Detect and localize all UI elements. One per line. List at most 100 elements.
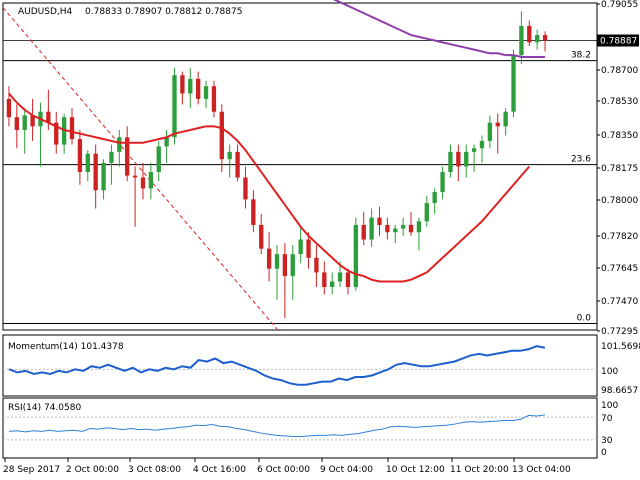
bear-candle — [527, 25, 532, 43]
bull-candle — [330, 281, 335, 288]
bear-candle — [306, 239, 311, 258]
bull-candle — [85, 153, 90, 172]
bear-candle — [243, 177, 248, 200]
time-tick-label: 28 Sep 2017 — [3, 465, 60, 475]
time-tick-label: 3 Oct 08:00 — [128, 465, 181, 475]
rsi-panel-frame — [2, 397, 598, 459]
bull-candle — [188, 78, 193, 94]
rsi-title: RSI(14) 74.0580 — [8, 403, 81, 413]
bull-candle — [471, 148, 477, 152]
price-tick-label: 0.78700 — [601, 66, 638, 76]
bear-candle — [385, 224, 390, 233]
bear-candle — [235, 151, 240, 178]
bull-candle — [164, 137, 169, 147]
momentum-name: Momentum(14) — [8, 342, 78, 352]
candles — [6, 11, 548, 319]
bear-candle — [266, 248, 272, 269]
bull-candle — [519, 25, 524, 56]
bull-candle — [479, 140, 485, 149]
bear-candle — [456, 151, 461, 167]
momentum-value: 101.4378 — [81, 342, 124, 352]
bull-candle — [274, 254, 280, 269]
bull-candle — [101, 162, 106, 191]
bear-candle — [6, 98, 12, 118]
bull-candle — [369, 217, 374, 240]
bear-candle — [30, 115, 35, 127]
time-tick-label: 9 Oct 04:00 — [320, 465, 373, 475]
price-axis: 0.79055 0.78700 0.78530 0.78350 0.78175 0.780… — [597, 0, 639, 337]
rsi-tick-label: 100 — [601, 401, 618, 411]
momentum-tick-label: 101.5698 — [601, 342, 640, 352]
descending-trendline — [2, 7, 278, 330]
momentum-panel-frame — [2, 334, 598, 397]
bear-candle — [195, 78, 201, 99]
momentum-indicator: 101.5698 100 98.6657 — [3, 342, 640, 396]
bull-candle — [503, 111, 508, 127]
moving-averages — [8, 0, 546, 283]
current-price-box — [597, 34, 639, 47]
time-tick-label: 10 Oct 12:00 — [386, 465, 445, 475]
bull-candle — [416, 221, 422, 233]
rsi-tick-label: 30 — [601, 436, 613, 446]
time-tick-label: 6 Oct 00:00 — [257, 465, 310, 475]
bull-candle — [487, 122, 493, 141]
bear-candle — [542, 35, 548, 41]
bear-candle — [408, 224, 414, 233]
price-tick-label: 0.79055 — [601, 0, 638, 10]
bear-candle — [93, 153, 98, 191]
momentum-line — [8, 345, 546, 386]
bull-candle — [464, 151, 469, 167]
price-tick-label: 0.78530 — [601, 97, 638, 107]
momentum-tick-label: 98.6657 — [601, 386, 638, 396]
bull-candle — [448, 151, 453, 172]
momentum-tick-label: 100 — [601, 367, 618, 377]
bear-candle — [322, 272, 327, 288]
bear-candle — [211, 86, 217, 112]
time-axis: 28 Sep 2017 2 Oct 00:00 3 Oct 08:00 4 Oct 1… — [3, 458, 571, 475]
bear-candle — [77, 139, 83, 172]
slow-ma-line — [332, 0, 546, 58]
bull-candle — [511, 55, 516, 112]
fib-level-label: 38.2 — [571, 51, 591, 61]
bear-candle — [140, 177, 146, 189]
rsi-name: RSI(14) — [8, 403, 41, 413]
bull-candle — [227, 151, 232, 160]
current-price-label: 0.78887 — [600, 37, 637, 47]
price-tick-label: 0.78175 — [601, 164, 638, 174]
bull-candle — [298, 239, 303, 255]
bull-candle — [290, 254, 295, 277]
price-tick-label: 0.77470 — [601, 297, 638, 307]
price-tick-label: 0.77645 — [601, 264, 638, 274]
bull-candle — [337, 272, 343, 282]
bear-candle — [495, 122, 500, 127]
time-tick-label: 13 Oct 04:00 — [512, 465, 571, 475]
price-tick-label: 0.78350 — [601, 131, 638, 141]
rsi-tick-label: 70 — [601, 414, 613, 424]
bear-candle — [132, 175, 138, 178]
fast-ma-line — [8, 92, 531, 283]
bear-candle — [282, 254, 288, 277]
bull-candle — [117, 137, 122, 152]
bear-candle — [69, 117, 75, 140]
bull-candle — [156, 146, 161, 172]
bear-candle — [259, 224, 264, 249]
rsi-line — [9, 414, 546, 437]
time-tick-label: 11 Oct 20:00 — [450, 465, 509, 475]
bull-candle — [109, 151, 114, 163]
momentum-title: Momentum(14) 101.4378 — [8, 342, 124, 352]
bear-candle — [125, 137, 130, 176]
bull-candle — [440, 171, 445, 193]
rsi-value: 74.0580 — [44, 403, 81, 413]
bull-candle — [424, 203, 429, 222]
symbol-label: AUDUSD,H4 — [18, 7, 73, 17]
bull-candle — [22, 115, 27, 130]
fib-level-label: 23.6 — [571, 155, 591, 165]
rsi-tick-label: 0 — [601, 448, 607, 458]
fib-level-label: 0.0 — [577, 314, 592, 324]
bear-candle — [46, 111, 51, 123]
price-tick-label: 0.78000 — [601, 196, 638, 206]
bull-candle — [393, 228, 398, 233]
price-tick-label: 0.77820 — [601, 232, 638, 242]
main-panel-frame — [2, 2, 598, 331]
